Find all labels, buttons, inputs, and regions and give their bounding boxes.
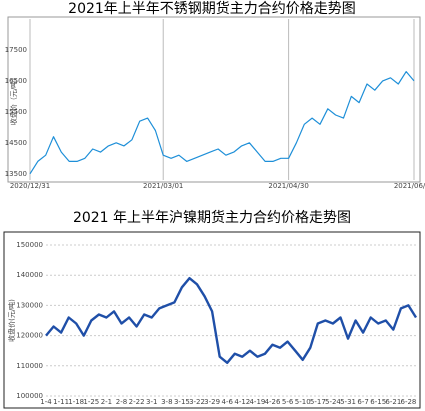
y-tick-label: 140000 [16,271,43,279]
x-tick-label: 1-18 [68,398,84,406]
x-tick-label: 5-31 [340,398,356,406]
x-tick-label: 2021/04/30 [268,182,308,190]
x-tick-label: 4-19 [249,398,265,406]
x-tick-label: 2020/12/31 [10,182,50,190]
x-tick-label: 6-7 [357,398,368,406]
y-tick-label: 16500 [5,77,27,85]
y-tick-label: 17500 [5,46,27,54]
x-tick-label: 3-29 [204,398,220,406]
x-tick-label: 2021/03/01 [143,182,183,190]
y-tick-label: 150000 [16,241,43,249]
y-tick-label: 130000 [16,301,43,309]
x-tick-label: 5-6 [282,398,294,406]
x-tick-label: 2-1 [101,398,112,406]
price-line [29,71,415,175]
price-line [45,277,418,364]
y-axis-label: 收盘价(元/吨) [7,299,16,342]
x-tick-label: 4-26 [265,398,281,406]
chart-frame [7,16,421,183]
y-tick-label: 14500 [5,139,27,147]
y-tick-label: 120000 [16,332,43,340]
x-tick-label: 4-12 [234,398,250,406]
x-tick-label: 5-24 [325,398,341,406]
x-tick-label: 3-8 [161,398,172,406]
x-tick-label: 3-22 [189,398,205,406]
x-tick-label: 3-1 [146,398,157,406]
x-tick-label: 4-6 [222,398,234,406]
x-tick-label: 1-4 [40,398,52,406]
x-tick-label: 6-21 [385,398,401,406]
y-axis-label: 收盘价（元/吨） [9,74,18,125]
x-tick-label: 5-17 [310,398,326,406]
y-tick-label: 100000 [16,392,43,400]
chart-title: 2021年上半年不锈钢期货主力合约价格走势图 [68,0,356,17]
x-tick-label: 6-15 [370,398,386,406]
x-tick-label: 1-11 [53,398,69,406]
x-tick-label: 2-8 [116,398,127,406]
x-tick-label: 6-28 [401,398,417,406]
chart-title: 2021 年上半年沪镍期货主力合约价格走势图 [73,209,351,226]
y-tick-label: 110000 [16,362,43,370]
x-tick-label: 1-25 [83,398,99,406]
x-tick-label: 2021/06/30 [394,182,425,190]
x-tick-label: 3-15 [174,398,190,406]
x-tick-label: 5-10 [295,398,311,406]
y-tick-label: 13500 [5,170,27,178]
x-tick-label: 2-22 [129,398,145,406]
y-tick-label: 15500 [5,108,27,116]
